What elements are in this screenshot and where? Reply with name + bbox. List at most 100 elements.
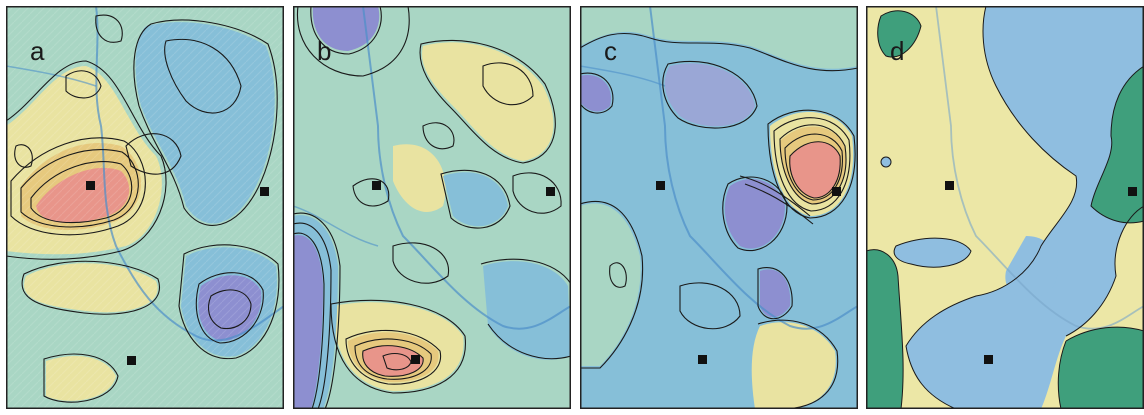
map-b-contour xyxy=(419,39,556,164)
panel-label-a: a xyxy=(30,36,45,66)
map-b-contour xyxy=(487,323,571,360)
map-b-zone-very-low xyxy=(293,235,323,409)
map-b-contour xyxy=(482,62,534,106)
map-d-boundary xyxy=(893,237,972,268)
map-c-contour xyxy=(580,200,644,369)
map-c-river-2 xyxy=(580,65,666,87)
map-c-contour xyxy=(580,32,858,72)
map-d-class-green xyxy=(1091,66,1144,223)
map-c-zone-very-low-2 xyxy=(760,269,791,318)
map-b-contour xyxy=(382,353,412,371)
map-d-class-green-4 xyxy=(1058,327,1144,409)
map-a-contour xyxy=(164,38,242,114)
map-b-contour xyxy=(293,222,332,409)
map-a-contour xyxy=(133,19,278,226)
map-b-zone-very-low-2 xyxy=(312,6,380,51)
panel-label-b: b xyxy=(317,36,332,66)
station-marker xyxy=(984,355,993,364)
map-a-river-2 xyxy=(6,65,97,87)
map-d-class-blue-2 xyxy=(894,238,971,268)
map-a-contour xyxy=(207,289,252,330)
station-marker xyxy=(86,181,95,190)
map-b-svg xyxy=(293,6,571,409)
map-c-zone-low-mid xyxy=(580,6,858,69)
station-marker xyxy=(372,181,381,190)
map-c-river xyxy=(649,6,858,330)
map-a-contour xyxy=(21,260,161,315)
station-marker xyxy=(945,181,954,190)
map-b-river xyxy=(362,6,571,330)
station-marker xyxy=(1128,187,1137,196)
map-a-contour xyxy=(43,353,119,403)
map-d-boundary xyxy=(1065,205,1144,337)
map-c-contour xyxy=(662,60,758,129)
map-c-contour xyxy=(744,183,814,225)
map-c-zone-mid xyxy=(751,322,836,409)
map-a-river xyxy=(95,6,284,342)
map-d-boundary xyxy=(1065,326,1144,342)
map-d-class-yellow-inset xyxy=(1005,236,1058,299)
station-marker xyxy=(127,356,136,365)
map-c-zone-very-low xyxy=(724,178,785,249)
map-d-boundary xyxy=(877,10,922,58)
map-d-class-blue xyxy=(906,6,1144,409)
map-c-svg xyxy=(580,6,858,409)
map-panel-c: c xyxy=(580,6,858,409)
map-a-contour xyxy=(65,70,102,99)
panel-label-c: c xyxy=(604,36,617,66)
map-c-contour xyxy=(757,319,839,409)
map-d-boundary xyxy=(905,6,1078,409)
map-c-zone-high xyxy=(789,141,841,198)
map-c-contour xyxy=(580,72,614,114)
map-d-class-green-3 xyxy=(866,249,904,409)
map-d-boundary xyxy=(866,249,904,409)
map-panel-b: b xyxy=(293,6,571,409)
map-a-contour xyxy=(14,144,33,168)
map-b-contour xyxy=(480,258,571,285)
map-b-contour xyxy=(330,299,466,394)
map-b-river-2 xyxy=(293,205,379,247)
map-b-zone-low-2 xyxy=(483,261,571,360)
map-panel-d: d xyxy=(866,6,1144,409)
map-b-contour xyxy=(296,6,410,77)
map-b-zone-mid xyxy=(422,42,554,161)
map-c-contour xyxy=(609,262,627,288)
map-c-contour xyxy=(722,176,788,252)
map-c-contour xyxy=(789,141,841,199)
map-c-zone-low-mid-2 xyxy=(580,203,641,366)
panel-label-d: d xyxy=(890,36,905,66)
map-d-boundary-dot xyxy=(880,156,892,168)
station-marker xyxy=(411,355,420,364)
map-b-contour xyxy=(310,6,382,55)
station-marker xyxy=(698,355,707,364)
map-b-contour xyxy=(345,329,442,385)
map-c-zone-very-low-3 xyxy=(580,75,611,112)
map-c-contour xyxy=(784,133,843,201)
map-b-contour xyxy=(293,232,325,409)
map-a-contour xyxy=(95,14,123,43)
map-d-river xyxy=(935,6,1144,330)
station-marker xyxy=(832,187,841,196)
map-a-contour xyxy=(30,161,133,224)
map-a-svg xyxy=(6,6,284,409)
map-b-contour xyxy=(354,338,432,380)
map-panel-a: a xyxy=(6,6,284,409)
map-d-boundary xyxy=(1090,65,1144,224)
station-marker xyxy=(260,187,269,196)
map-b-contour xyxy=(392,242,450,284)
map-d-svg xyxy=(866,6,1144,409)
map-b-zone-low-3 xyxy=(443,172,508,227)
map-b-contour xyxy=(422,122,455,150)
map-b-contour xyxy=(352,178,390,207)
map-a-contour xyxy=(10,137,146,236)
map-b-contour xyxy=(362,345,424,377)
station-marker xyxy=(656,181,665,190)
station-marker xyxy=(546,187,555,196)
map-a-contour xyxy=(195,272,264,344)
map-a-contour xyxy=(6,60,167,260)
map-a-contour xyxy=(20,149,139,228)
map-a-contour xyxy=(178,244,280,360)
map-b-zone-high xyxy=(362,345,424,377)
map-b-contour xyxy=(512,172,562,214)
map-b-zone-mid-2 xyxy=(393,144,446,212)
